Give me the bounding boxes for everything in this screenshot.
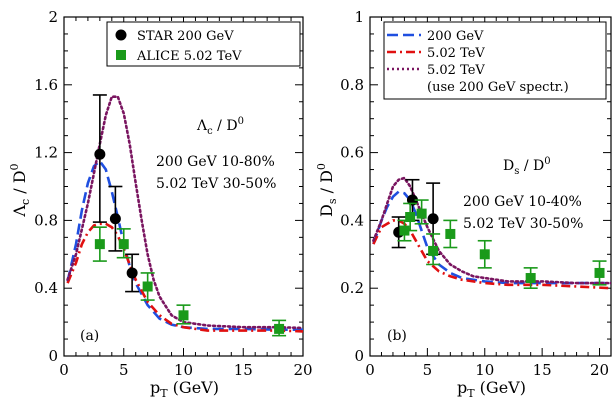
data-point-circle xyxy=(110,213,121,224)
x-tick-label: 5 xyxy=(119,361,129,379)
legend-label: (use 200 GeV spectr.) xyxy=(427,80,569,95)
y-axis-title: Λc / D0 xyxy=(8,163,32,217)
x-tick-label: 20 xyxy=(293,361,312,379)
x-tick-label: 0 xyxy=(365,361,375,379)
data-point-square xyxy=(480,249,490,259)
x-tick-label: 15 xyxy=(533,361,552,379)
ratio-label: Λc / D0 xyxy=(196,116,244,137)
data-point-square xyxy=(143,282,153,292)
x-tick-label: 10 xyxy=(174,361,193,379)
energy-annotation: 5.02 TeV 30-50% xyxy=(463,216,583,232)
y-tick-label: 2 xyxy=(48,8,58,26)
y-tick-label: 0.8 xyxy=(34,211,58,229)
data-point-square xyxy=(95,239,105,249)
y-tick-label: 0.6 xyxy=(340,144,364,162)
x-tick-label: 0 xyxy=(59,361,69,379)
y-tick-label: 0 xyxy=(354,347,364,365)
series-line-dotted xyxy=(68,97,303,328)
panel-label: (a) xyxy=(80,328,99,344)
data-point-square xyxy=(417,209,427,219)
legend-label: 5.02 TeV xyxy=(427,46,485,61)
x-tick-label: 5 xyxy=(423,361,433,379)
y-tick-label: 0.4 xyxy=(34,279,58,297)
data-point-square xyxy=(119,239,129,249)
y-axis-title: Ds / D0 xyxy=(315,163,339,217)
legend-marker-square xyxy=(116,50,126,60)
data-point-square xyxy=(428,246,438,256)
y-tick-label: 0.8 xyxy=(340,76,364,94)
data-point-square xyxy=(179,310,189,320)
energy-annotation: 200 GeV 10-80% xyxy=(156,154,275,170)
data-point-circle xyxy=(428,213,439,224)
data-point-circle xyxy=(94,149,105,160)
data-point-circle xyxy=(127,267,138,278)
energy-annotation: 200 GeV 10-40% xyxy=(463,194,582,210)
x-tick-label: 20 xyxy=(590,361,609,379)
data-point-square xyxy=(526,273,536,283)
data-point-square xyxy=(274,324,284,334)
legend-label: STAR 200 GeV xyxy=(137,29,234,44)
data-point-square xyxy=(595,268,605,278)
x-axis-title: pT (GeV) xyxy=(457,378,526,400)
ratio-label: Ds / D0 xyxy=(503,156,551,177)
x-axis-title: pT (GeV) xyxy=(150,378,219,400)
y-tick-label: 1.6 xyxy=(34,76,58,94)
data-point-square xyxy=(445,229,455,239)
y-tick-label: 0 xyxy=(48,347,58,365)
x-tick-label: 15 xyxy=(234,361,253,379)
y-tick-label: 0.4 xyxy=(340,211,364,229)
y-tick-label: 0.2 xyxy=(340,279,364,297)
chart-panel-b: 0 5 10 15 20 0 0.2 0.4 0.6 0.8 1 pT (GeV) Ds / D0 200… xyxy=(315,8,611,400)
legend-label: 5.02 TeV xyxy=(427,63,485,78)
legend-marker-circle xyxy=(116,30,127,41)
legend-label: ALICE 5.02 TeV xyxy=(136,49,242,64)
legend-label: 200 GeV xyxy=(427,29,484,44)
y-tick-label: 1.2 xyxy=(34,144,58,162)
data-point-square xyxy=(405,212,415,222)
panel-label: (b) xyxy=(387,328,407,344)
energy-annotation: 5.02 TeV 30-50% xyxy=(156,176,276,192)
y-tick-label: 1 xyxy=(354,8,364,26)
x-tick-label: 10 xyxy=(475,361,494,379)
chart-panel-a: 0 5 10 15 20 0 0.4 0.8 1.2 1.6 2 pT (GeV) Λc / D0 STA… xyxy=(8,8,313,400)
